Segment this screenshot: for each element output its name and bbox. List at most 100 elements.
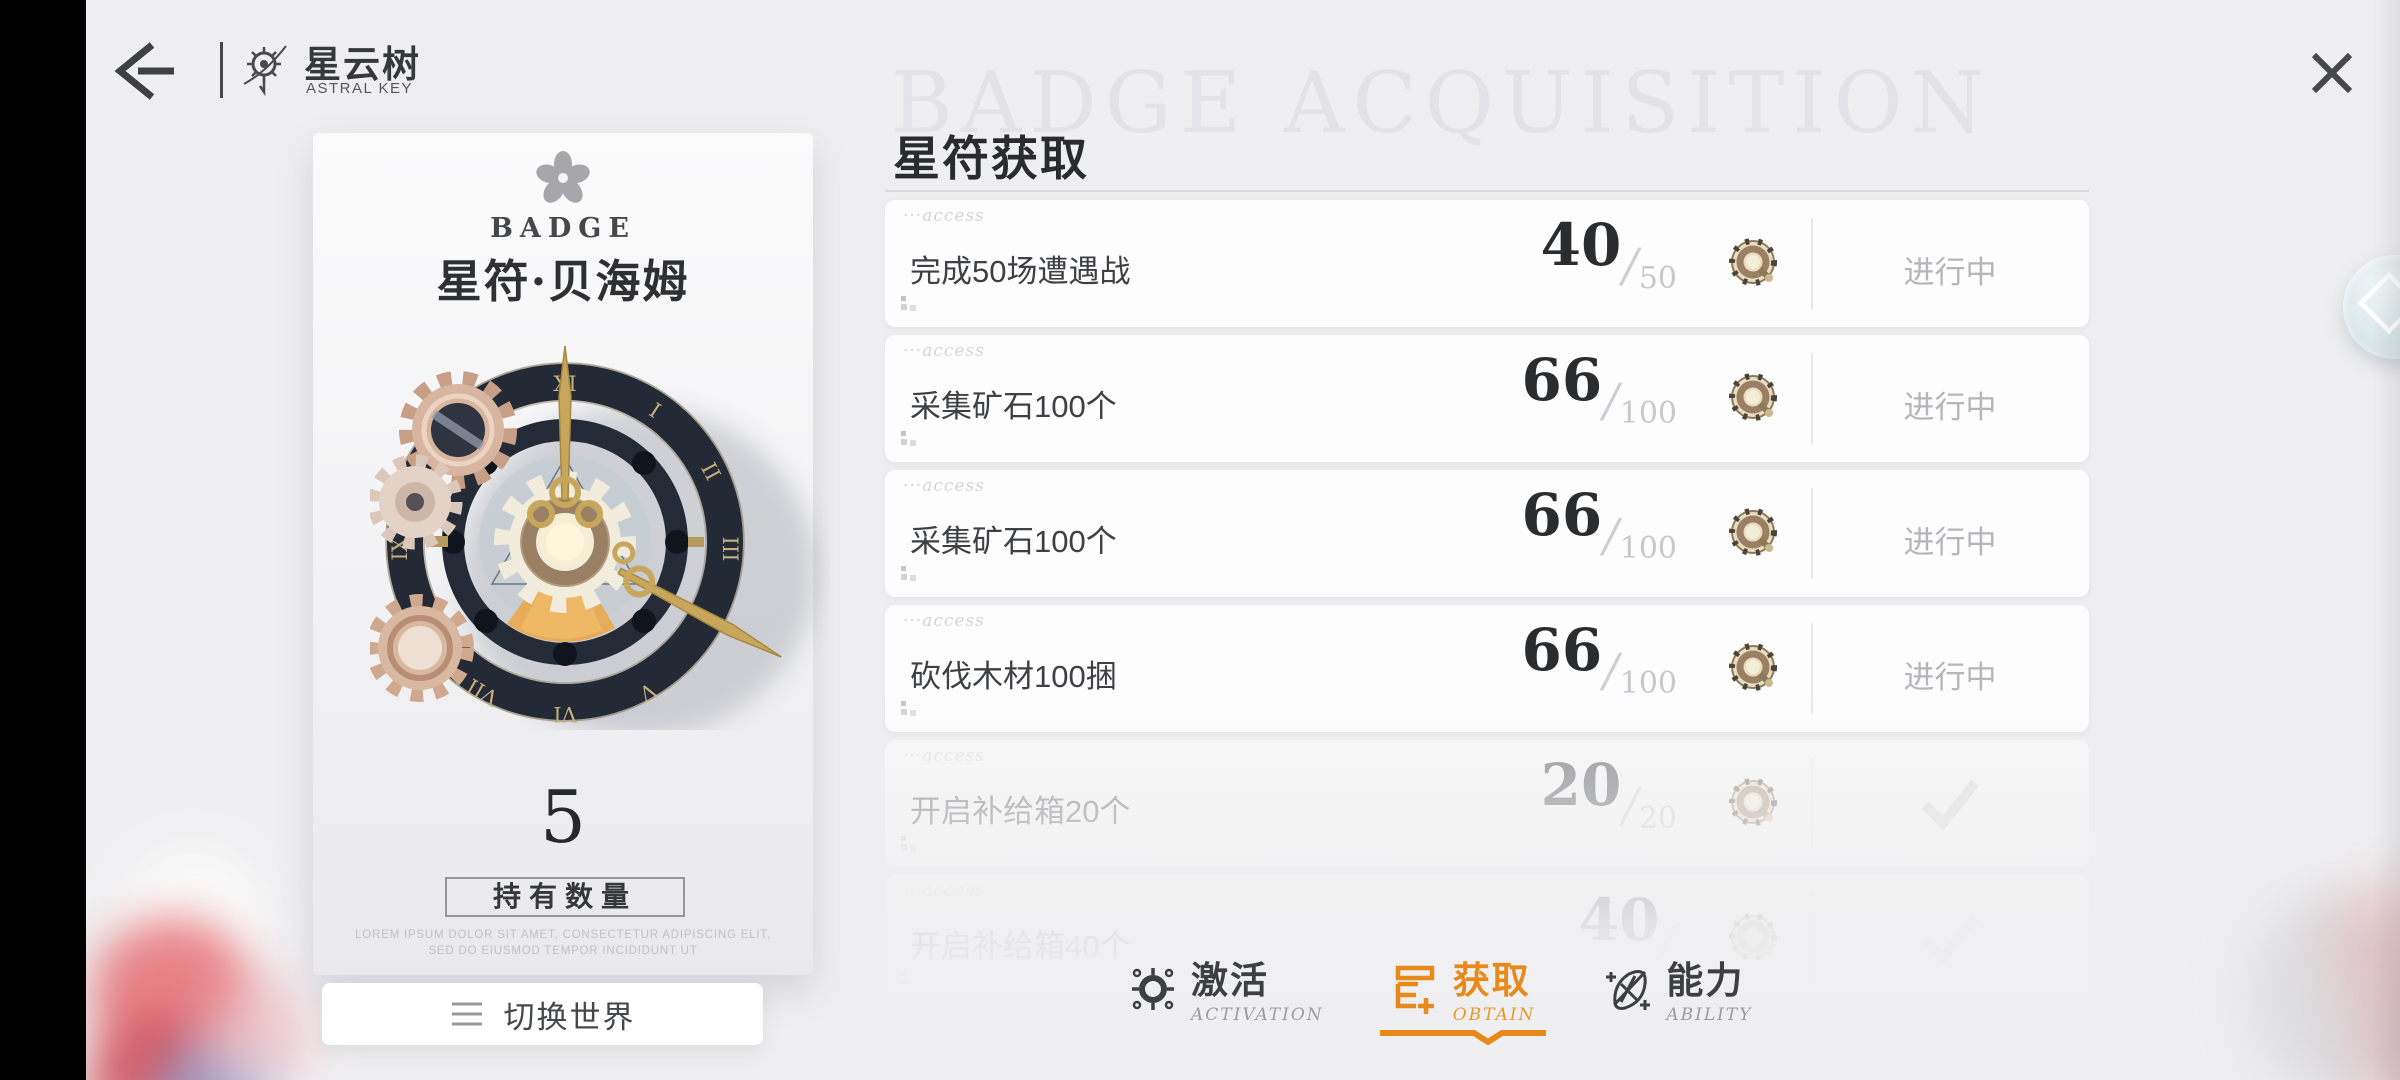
pixel-decoration (901, 701, 916, 716)
bg-blob (2248, 890, 2400, 1080)
progress-slash: / (1603, 643, 1619, 697)
access-label: ···access (903, 476, 985, 496)
row-divider (1811, 218, 1813, 309)
obtain-icon (1395, 965, 1434, 1014)
quest-row: ···access 完成50场遭遇战 40 / 50 进行中 (885, 200, 2089, 327)
quest-list: ···access 完成50场遭遇战 40 / 50 进行中 ···access… (885, 200, 2089, 1010)
quest-task: 开启补给箱20个 (910, 794, 1131, 829)
pixel-decoration (901, 566, 916, 581)
check-icon (1921, 779, 1979, 831)
ability-icon (1606, 970, 1651, 1010)
side-panel-toggle[interactable] (2343, 255, 2400, 359)
quest-row: ···access 开启补给箱20个 20 / 20 (885, 740, 2089, 867)
tab-label: 激活 (1191, 960, 1269, 1001)
progress-slash: / (1660, 913, 1677, 967)
quest-progress: 40 / (1445, 886, 1677, 963)
access-label: ···access (903, 746, 985, 766)
quest-progress: 66 / 100 (1445, 616, 1677, 699)
progress-current: 66 (1521, 616, 1603, 684)
header-divider (220, 42, 223, 98)
row-divider (1811, 758, 1813, 849)
progress-current: 66 (1521, 481, 1603, 549)
tab-sublabel: OBTAIN (1452, 1004, 1536, 1025)
pixel-decoration (901, 296, 916, 311)
badge-count: 5 (540, 775, 586, 859)
pixel-decoration (901, 836, 916, 851)
access-label: ···access (903, 881, 985, 901)
row-divider (1811, 488, 1813, 579)
access-label: ···access (903, 341, 985, 361)
activation-icon (1132, 968, 1174, 1010)
tab-ability[interactable]: 能力 ABILITY (1601, 960, 1752, 1045)
quest-row: ···access 砍伐木材100捆 66 / 100 进行中 (885, 605, 2089, 732)
switch-world-button[interactable]: 切换世界 (322, 983, 763, 1045)
row-divider (1811, 893, 1813, 984)
astral-key-icon (236, 38, 294, 97)
pixel-decoration (901, 431, 916, 446)
badge-medal-icon (1729, 238, 1777, 286)
tab-sublabel: ACTIVATION (1191, 1004, 1324, 1025)
quest-progress: 20 / 20 (1445, 751, 1677, 834)
quest-row: ···access 采集矿石100个 66 / 100 进行中 (885, 335, 2089, 462)
row-divider (1811, 353, 1813, 444)
progress-slash: / (1622, 238, 1638, 292)
quest-progress: 40 / 50 (1445, 211, 1677, 294)
tab-label: 能力 (1666, 960, 1745, 1001)
progress-slash: / (1603, 373, 1619, 427)
progress-slash: / (1622, 778, 1638, 832)
quest-status: 进行中 (1903, 525, 1997, 560)
quest-row: ···access 采集矿石100个 66 / 100 进行中 (885, 470, 2089, 597)
quest-status: 进行中 (1903, 660, 1997, 695)
badge-medal-icon (1729, 778, 1777, 826)
progress-slash: / (1603, 508, 1619, 562)
acquisition-watermark: BADGE ACQUISITION (891, 54, 1992, 152)
tab-sublabel: ABILITY (1666, 1004, 1753, 1025)
tab-obtain[interactable]: 获取 OBTAIN (1379, 960, 1546, 1045)
quest-task: 采集矿石100个 (910, 524, 1117, 559)
access-label: ···access (903, 206, 985, 226)
quest-status: 进行中 (1903, 390, 1997, 425)
badge-medal-icon (1729, 508, 1777, 556)
progress-current: 20 (1540, 751, 1622, 819)
acquisition-panel: BADGE ACQUISITION 星符获取 ···access 完成50场遭遇… (875, 0, 2099, 1080)
close-icon (2311, 52, 2353, 94)
double-chevron-left-icon (2357, 271, 2400, 335)
quest-progress: 66 / 100 (1445, 481, 1677, 564)
switch-world-label: 切换世界 (503, 999, 636, 1035)
badge-eyebrow: BADGE (490, 213, 636, 244)
badge-clock-image: XIIIIIIIVVIVIIVIIIIX (366, 330, 830, 738)
quest-task: 开启补给箱40个 (910, 929, 1131, 964)
hamburger-icon (451, 1002, 482, 1026)
bg-blob (202, 978, 312, 1080)
flower-icon (535, 151, 591, 212)
back-button[interactable] (102, 36, 180, 104)
quest-task: 砍伐木材100捆 (910, 659, 1117, 694)
active-tab-underline (1379, 1029, 1546, 1045)
bottom-tab-bar: 激活 ACTIVATION 获取 OBTAIN (1128, 960, 1752, 1045)
progress-current: 40 (1540, 211, 1622, 279)
progress-current: 66 (1521, 346, 1603, 414)
progress-target: 100 (1619, 666, 1677, 701)
page-subtitle: ASTRAL KEY (306, 80, 413, 97)
progress-target: 50 (1638, 261, 1677, 296)
progress-target: 100 (1619, 531, 1677, 566)
badge-description: LOREM IPSUM DOLOR SIT AMET, CONSECTETUR … (343, 927, 783, 959)
quest-progress: 66 / 100 (1445, 346, 1677, 429)
quest-task: 完成50场遭遇战 (910, 254, 1131, 289)
badge-medal-icon (1729, 373, 1777, 421)
svg-text:VI: VI (553, 702, 577, 726)
check-icon (1921, 914, 1979, 966)
close-button[interactable] (2298, 44, 2354, 100)
progress-current: 40 (1578, 886, 1660, 954)
row-divider (1811, 623, 1813, 714)
tab-activation[interactable]: 激活 ACTIVATION (1128, 960, 1324, 1045)
letterbox-bar (0, 0, 86, 1080)
access-label: ···access (903, 611, 985, 631)
quest-status: 进行中 (1903, 255, 1997, 290)
badge-medal-icon (1729, 643, 1777, 691)
page-title: 星云树 (304, 44, 421, 85)
badge-description-line1: LOREM IPSUM DOLOR SIT AMET, CONSECTETUR … (355, 929, 771, 941)
title-rule (885, 190, 2089, 192)
progress-target: 100 (1619, 396, 1677, 431)
